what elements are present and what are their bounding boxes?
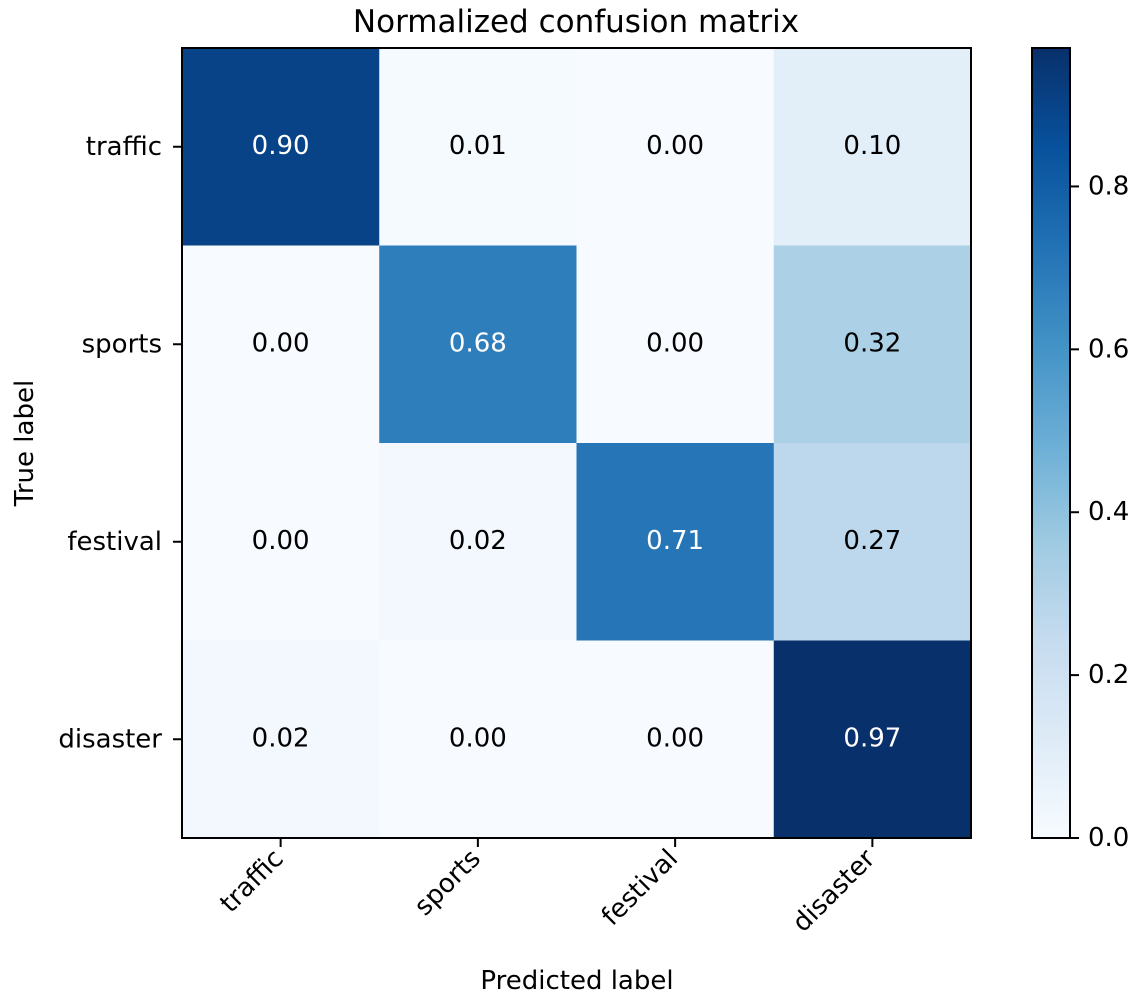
heatmap-cell — [576, 48, 775, 246]
colorbar-tick-label: 0.4 — [1088, 497, 1129, 527]
cell-value-labels: 0.90 0.01 0.00 0.10 0.00 0.68 0.00 0.32 0.00 0.02… — [252, 131, 902, 754]
colorbar-tick-label: 0.6 — [1088, 334, 1129, 364]
cell-value-label: 0.10 — [843, 131, 901, 161]
cell-value-label: 0.00 — [646, 328, 704, 358]
plot-frame — [181, 47, 972, 839]
heatmap-cell — [576, 443, 775, 641]
x-tick-label: festival — [596, 844, 684, 932]
colorbar-ticks: 0.0 0.2 0.4 0.6 0.8 — [1070, 171, 1129, 853]
cell-value-label: 0.00 — [646, 131, 704, 161]
cell-value-label: 0.01 — [449, 131, 507, 161]
colorbar-tick-label: 0.0 — [1088, 823, 1129, 853]
cell-value-label: 0.00 — [449, 723, 507, 753]
cell-value-label: 0.90 — [252, 131, 310, 161]
cell-value-label: 0.32 — [843, 328, 901, 358]
colorbar — [1031, 47, 1071, 839]
heatmap-cell — [182, 245, 380, 444]
heatmap-cell — [773, 245, 972, 444]
x-tick-label: traffic — [214, 844, 289, 919]
heatmap-cell — [773, 443, 972, 641]
x-axis-label: Predicted label — [480, 966, 673, 996]
cell-value-label: 0.71 — [646, 526, 704, 556]
y-tick-label: festival — [67, 527, 162, 557]
cell-value-label: 0.02 — [252, 723, 310, 753]
x-axis-ticks: traffic sports festival disaster — [214, 838, 882, 939]
heatmap-cell — [182, 48, 380, 246]
cell-value-label: 0.27 — [843, 526, 901, 556]
y-tick-label: disaster — [58, 724, 162, 754]
cell-value-label: 0.02 — [449, 526, 507, 556]
cell-value-label: 0.97 — [843, 723, 901, 753]
heatmap-cell — [182, 640, 380, 839]
x-tick-label: disaster — [787, 844, 882, 939]
heatmap-cell — [773, 48, 972, 246]
heatmap-cell — [576, 640, 775, 839]
colorbar-tick-label: 0.2 — [1088, 660, 1129, 690]
y-tick-label: sports — [82, 329, 162, 359]
cell-value-label: 0.00 — [646, 723, 704, 753]
cell-value-label: 0.68 — [449, 328, 507, 358]
y-axis-ticks: traffic sports festival disaster — [58, 132, 182, 754]
heatmap-cell — [773, 640, 972, 839]
y-tick-label: traffic — [86, 132, 162, 162]
heatmap-cell — [379, 245, 577, 444]
x-tick-label: sports — [409, 844, 487, 922]
heatmap-cell — [379, 443, 577, 641]
cell-value-label: 0.00 — [252, 328, 310, 358]
heatmap-cell — [576, 245, 775, 444]
chart-title: Normalized confusion matrix — [353, 4, 799, 40]
heatmap-cell — [182, 443, 380, 641]
y-axis-label: True label — [10, 380, 40, 507]
colorbar-tick-label: 0.8 — [1088, 171, 1129, 201]
cell-value-label: 0.00 — [252, 526, 310, 556]
heatmap-cell — [379, 640, 577, 839]
heatmap-cells — [182, 48, 972, 839]
heatmap-cell — [379, 48, 577, 246]
